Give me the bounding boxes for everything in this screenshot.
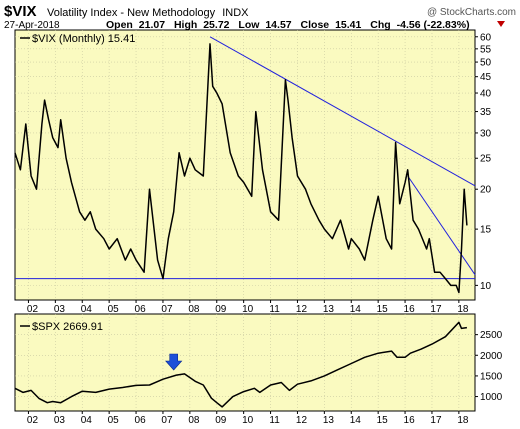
spx-x-tick-label: 04 bbox=[81, 415, 93, 426]
spx-x-tick-label: 10 bbox=[242, 415, 254, 426]
vix-annotations bbox=[15, 36, 476, 280]
index-name: Volatility Index - New Methodology INDX bbox=[47, 7, 249, 19]
spx-x-tick-label: 14 bbox=[350, 415, 362, 426]
vix-x-tick-label: 17 bbox=[430, 304, 442, 315]
ohlc-readout: Open 21.07 High 25.72 Low 14.57 Close 15… bbox=[106, 19, 470, 31]
vix-x-tick-label: 09 bbox=[215, 304, 227, 315]
spx-y-tick-label: 2000 bbox=[480, 351, 503, 362]
vix-x-tick-label: 13 bbox=[323, 304, 335, 315]
copyright-text: @ StockCharts.com bbox=[427, 7, 516, 18]
vix-x-tick-label: 16 bbox=[404, 304, 416, 315]
spx-x-tick-label: 17 bbox=[430, 415, 442, 426]
spx-legend: $SPX 2669.91 bbox=[20, 321, 103, 333]
spx-y-tick-label: 2500 bbox=[480, 330, 503, 341]
vix-x-tick-label: 03 bbox=[54, 304, 66, 315]
spx-x-tick-label: 16 bbox=[404, 415, 416, 426]
low-label: Low bbox=[238, 19, 260, 31]
spx-x-tick-label: 02 bbox=[27, 415, 39, 426]
vix-panel bbox=[14, 29, 476, 301]
spx-series bbox=[14, 321, 468, 408]
vix-x-axis: 02 03 04 05 06 07 08 09 10 11 12 13 14 15 16 17 18 bbox=[27, 300, 469, 315]
vix-x-tick-label: 08 bbox=[188, 304, 200, 315]
open-label: Open bbox=[106, 19, 133, 31]
vix-y-tick-label: 45 bbox=[480, 72, 492, 83]
chg-value: -4.56 (-22.83%) bbox=[397, 19, 470, 31]
spx-y-axis: 1000 1500 2000 2500 bbox=[475, 330, 503, 403]
vix-y-tick-label: 15 bbox=[480, 225, 492, 236]
vix-series bbox=[14, 43, 468, 294]
spx-x-tick-label: 03 bbox=[54, 415, 66, 426]
spx-x-tick-label: 05 bbox=[108, 415, 120, 426]
spx-y-tick-label: 1000 bbox=[480, 392, 503, 403]
vix-grid bbox=[15, 30, 475, 300]
low-value: 14.57 bbox=[265, 19, 291, 31]
spx-x-tick-label: 11 bbox=[269, 415, 280, 426]
vix-x-tick-label: 07 bbox=[161, 304, 173, 315]
vix-y-tick-label: 50 bbox=[480, 58, 492, 69]
exchange-label: INDX bbox=[222, 7, 249, 19]
spx-x-tick-label: 15 bbox=[377, 415, 389, 426]
vix-y-tick-label: 25 bbox=[480, 154, 492, 165]
vix-y-tick-label: 20 bbox=[480, 185, 492, 196]
vix-x-tick-label: 10 bbox=[242, 304, 254, 315]
vix-y-tick-label: 10 bbox=[480, 281, 492, 292]
chg-label: Chg bbox=[370, 19, 390, 31]
down-triangle-icon bbox=[497, 21, 505, 27]
spx-x-tick-label: 13 bbox=[323, 415, 335, 426]
vix-y-tick-label: 30 bbox=[480, 128, 492, 139]
spx-x-tick-label: 06 bbox=[135, 415, 147, 426]
vix-legend: $VIX (Monthly) 15.41 bbox=[20, 33, 135, 45]
spx-grid bbox=[15, 314, 475, 411]
open-value: 21.07 bbox=[139, 19, 165, 31]
trendline-1 bbox=[209, 36, 476, 187]
vix-y-tick-label: 60 bbox=[480, 32, 492, 43]
vix-x-tick-label: 04 bbox=[81, 304, 93, 315]
spx-series-line bbox=[14, 321, 468, 408]
vix-y-tick-label: 35 bbox=[480, 107, 492, 118]
vix-series-line bbox=[14, 43, 468, 294]
trendline-2 bbox=[407, 175, 476, 275]
ticker-symbol: $VIX bbox=[4, 3, 37, 20]
vix-x-tick-label: 14 bbox=[350, 304, 362, 315]
spx-annotations bbox=[165, 353, 183, 371]
vix-x-tick-label: 12 bbox=[296, 304, 308, 315]
spx-x-tick-label: 09 bbox=[215, 415, 227, 426]
quote-date: 27-Apr-2018 bbox=[4, 20, 60, 31]
spx-x-axis: 02 03 04 05 06 07 08 09 10 11 12 13 14 15 16 17 18 bbox=[27, 411, 469, 426]
vix-x-tick-label: 05 bbox=[108, 304, 120, 315]
vix-x-tick-label: 06 bbox=[135, 304, 147, 315]
vix-x-tick-label: 02 bbox=[27, 304, 39, 315]
close-label: Close bbox=[301, 19, 330, 31]
spx-x-tick-label: 12 bbox=[296, 415, 308, 426]
high-value: 25.72 bbox=[203, 19, 229, 31]
spx-y-tick-label: 1500 bbox=[480, 371, 503, 382]
spx-x-tick-label: 08 bbox=[188, 415, 200, 426]
vix-y-tick-label: 55 bbox=[480, 44, 492, 55]
spx-legend-label: $SPX 2669.91 bbox=[32, 321, 103, 333]
high-label: High bbox=[174, 19, 197, 31]
spx-panel bbox=[14, 313, 476, 412]
spx-x-tick-label: 07 bbox=[161, 415, 173, 426]
vix-y-tick-label: 40 bbox=[480, 89, 492, 100]
close-value: 15.41 bbox=[335, 19, 361, 31]
vix-x-tick-label: 18 bbox=[457, 304, 469, 315]
down-arrow-icon bbox=[165, 353, 183, 371]
vix-x-tick-label: 11 bbox=[269, 304, 280, 315]
spx-x-tick-label: 18 bbox=[457, 415, 469, 426]
index-name-text: Volatility Index - New Methodology bbox=[47, 7, 216, 19]
vix-legend-label: $VIX (Monthly) 15.41 bbox=[32, 33, 135, 45]
vix-x-tick-label: 15 bbox=[377, 304, 389, 315]
